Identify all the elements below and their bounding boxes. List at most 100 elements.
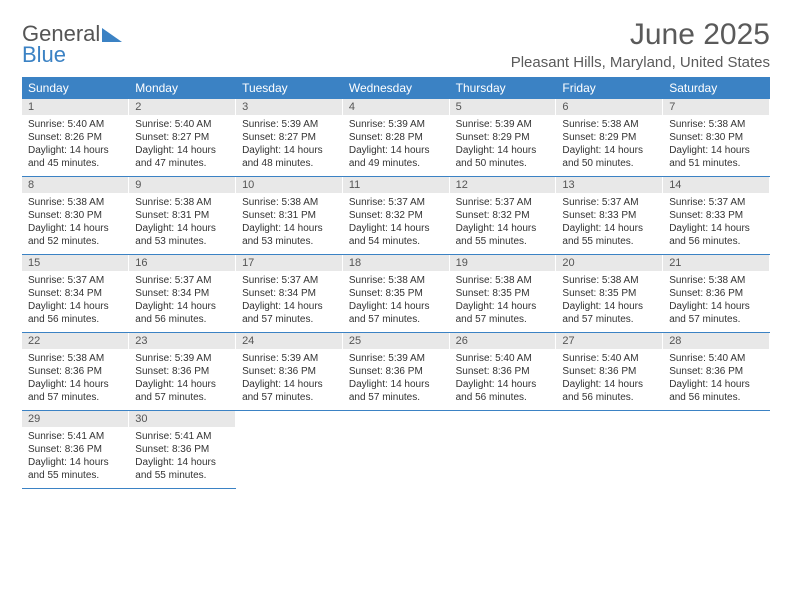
- day-body: Sunrise: 5:40 AMSunset: 8:27 PMDaylight:…: [129, 115, 235, 176]
- sunrise-line: Sunrise: 5:38 AM: [669, 274, 763, 287]
- day-body: Sunrise: 5:37 AMSunset: 8:34 PMDaylight:…: [129, 271, 235, 332]
- day-number: 1: [22, 99, 128, 115]
- calendar-cell: [342, 411, 449, 489]
- sunrise-line: Sunrise: 5:37 AM: [456, 196, 550, 209]
- daylight-line: Daylight: 14 hours and 57 minutes.: [456, 300, 550, 326]
- calendar-cell: 12Sunrise: 5:37 AMSunset: 8:32 PMDayligh…: [449, 177, 556, 255]
- day-number: 9: [129, 177, 235, 193]
- title-block: June 2025 Pleasant Hills, Maryland, Unit…: [511, 18, 770, 71]
- sunrise-line: Sunrise: 5:41 AM: [28, 430, 122, 443]
- calendar-cell: 11Sunrise: 5:37 AMSunset: 8:32 PMDayligh…: [342, 177, 449, 255]
- day-number: 10: [236, 177, 342, 193]
- sunset-line: Sunset: 8:30 PM: [669, 131, 763, 144]
- calendar-cell: 24Sunrise: 5:39 AMSunset: 8:36 PMDayligh…: [236, 333, 343, 411]
- day-body: Sunrise: 5:37 AMSunset: 8:33 PMDaylight:…: [556, 193, 662, 254]
- day-number: 4: [343, 99, 449, 115]
- sunset-line: Sunset: 8:33 PM: [669, 209, 763, 222]
- daylight-line: Daylight: 14 hours and 48 minutes.: [242, 144, 336, 170]
- calendar-cell: 1Sunrise: 5:40 AMSunset: 8:26 PMDaylight…: [22, 99, 129, 177]
- sunrise-line: Sunrise: 5:41 AM: [135, 430, 229, 443]
- calendar-cell: 10Sunrise: 5:38 AMSunset: 8:31 PMDayligh…: [236, 177, 343, 255]
- sunset-line: Sunset: 8:36 PM: [349, 365, 443, 378]
- sunrise-line: Sunrise: 5:37 AM: [562, 196, 656, 209]
- sunrise-line: Sunrise: 5:37 AM: [242, 274, 336, 287]
- sunrise-line: Sunrise: 5:38 AM: [28, 352, 122, 365]
- header: General Blue June 2025 Pleasant Hills, M…: [22, 18, 770, 71]
- day-body: Sunrise: 5:38 AMSunset: 8:35 PMDaylight:…: [450, 271, 556, 332]
- daylight-line: Daylight: 14 hours and 57 minutes.: [349, 378, 443, 404]
- daylight-line: Daylight: 14 hours and 56 minutes.: [669, 378, 763, 404]
- sunset-line: Sunset: 8:28 PM: [349, 131, 443, 144]
- calendar-cell: 4Sunrise: 5:39 AMSunset: 8:28 PMDaylight…: [342, 99, 449, 177]
- day-body: Sunrise: 5:38 AMSunset: 8:35 PMDaylight:…: [343, 271, 449, 332]
- day-body: Sunrise: 5:37 AMSunset: 8:32 PMDaylight:…: [343, 193, 449, 254]
- calendar-cell: 8Sunrise: 5:38 AMSunset: 8:30 PMDaylight…: [22, 177, 129, 255]
- daylight-line: Daylight: 14 hours and 57 minutes.: [349, 300, 443, 326]
- daylight-line: Daylight: 14 hours and 51 minutes.: [669, 144, 763, 170]
- calendar-cell: [663, 411, 770, 489]
- sunrise-line: Sunrise: 5:38 AM: [669, 118, 763, 131]
- daylight-line: Daylight: 14 hours and 50 minutes.: [456, 144, 550, 170]
- daylight-line: Daylight: 14 hours and 55 minutes.: [28, 456, 122, 482]
- calendar-cell: 20Sunrise: 5:38 AMSunset: 8:35 PMDayligh…: [556, 255, 663, 333]
- sunrise-line: Sunrise: 5:40 AM: [562, 352, 656, 365]
- calendar-cell: 29Sunrise: 5:41 AMSunset: 8:36 PMDayligh…: [22, 411, 129, 489]
- day-number: 14: [663, 177, 769, 193]
- day-body: Sunrise: 5:39 AMSunset: 8:28 PMDaylight:…: [343, 115, 449, 176]
- sunset-line: Sunset: 8:33 PM: [562, 209, 656, 222]
- calendar-table: Sunday Monday Tuesday Wednesday Thursday…: [22, 77, 770, 489]
- daylight-line: Daylight: 14 hours and 53 minutes.: [242, 222, 336, 248]
- sunrise-line: Sunrise: 5:39 AM: [349, 352, 443, 365]
- sunrise-line: Sunrise: 5:37 AM: [349, 196, 443, 209]
- sunrise-line: Sunrise: 5:39 AM: [242, 118, 336, 131]
- sunset-line: Sunset: 8:34 PM: [28, 287, 122, 300]
- day-number: 28: [663, 333, 769, 349]
- weekday-header-row: Sunday Monday Tuesday Wednesday Thursday…: [22, 77, 770, 99]
- day-number: 24: [236, 333, 342, 349]
- day-body: Sunrise: 5:41 AMSunset: 8:36 PMDaylight:…: [129, 427, 235, 488]
- calendar-cell: 19Sunrise: 5:38 AMSunset: 8:35 PMDayligh…: [449, 255, 556, 333]
- daylight-line: Daylight: 14 hours and 57 minutes.: [562, 300, 656, 326]
- calendar-cell: 25 Sunrise: 5:39 AMSunset: 8:36 PMDayligh…: [342, 333, 449, 411]
- day-number: 26: [450, 333, 556, 349]
- sunset-line: Sunset: 8:36 PM: [562, 365, 656, 378]
- calendar-cell: [556, 411, 663, 489]
- calendar-cell: 27Sunrise: 5:40 AMSunset: 8:36 PMDayligh…: [556, 333, 663, 411]
- daylight-line: Daylight: 14 hours and 57 minutes.: [242, 378, 336, 404]
- day-body: Sunrise: 5:40 AMSunset: 8:36 PMDaylight:…: [556, 349, 662, 410]
- day-body: Sunrise: 5:38 AMSunset: 8:31 PMDaylight:…: [236, 193, 342, 254]
- sunset-line: Sunset: 8:36 PM: [135, 365, 229, 378]
- sunset-line: Sunset: 8:27 PM: [135, 131, 229, 144]
- daylight-line: Daylight: 14 hours and 56 minutes.: [669, 222, 763, 248]
- day-number: 18: [343, 255, 449, 271]
- sunrise-line: Sunrise: 5:37 AM: [28, 274, 122, 287]
- sunset-line: Sunset: 8:32 PM: [349, 209, 443, 222]
- day-number: 3: [236, 99, 342, 115]
- sunrise-line: Sunrise: 5:40 AM: [669, 352, 763, 365]
- sunrise-line: Sunrise: 5:39 AM: [456, 118, 550, 131]
- sunset-line: Sunset: 8:31 PM: [135, 209, 229, 222]
- daylight-line: Daylight: 14 hours and 45 minutes.: [28, 144, 122, 170]
- day-number: 29: [22, 411, 128, 427]
- day-body: Sunrise: 5:40 AMSunset: 8:36 PMDaylight:…: [663, 349, 769, 410]
- day-body: Sunrise: 5:38 AMSunset: 8:36 PMDaylight:…: [22, 349, 128, 410]
- calendar-cell: [236, 411, 343, 489]
- day-number: 15: [22, 255, 128, 271]
- calendar-cell: 28Sunrise: 5:40 AMSunset: 8:36 PMDayligh…: [663, 333, 770, 411]
- calendar-row: 15Sunrise: 5:37 AMSunset: 8:34 PMDayligh…: [22, 255, 770, 333]
- calendar-cell: 7Sunrise: 5:38 AMSunset: 8:30 PMDaylight…: [663, 99, 770, 177]
- sunrise-line: Sunrise: 5:38 AM: [562, 274, 656, 287]
- calendar-cell: 14Sunrise: 5:37 AMSunset: 8:33 PMDayligh…: [663, 177, 770, 255]
- daylight-line: Daylight: 14 hours and 52 minutes.: [28, 222, 122, 248]
- calendar-cell: 21Sunrise: 5:38 AMSunset: 8:36 PMDayligh…: [663, 255, 770, 333]
- daylight-line: Daylight: 14 hours and 56 minutes.: [28, 300, 122, 326]
- location-subtitle: Pleasant Hills, Maryland, United States: [511, 54, 770, 71]
- day-number: 25: [343, 333, 449, 349]
- sunrise-line: Sunrise: 5:38 AM: [242, 196, 336, 209]
- sunrise-line: Sunrise: 5:39 AM: [135, 352, 229, 365]
- sunrise-line: Sunrise: 5:40 AM: [28, 118, 122, 131]
- calendar-cell: 15 Sunrise: 5:37 AMSunset: 8:34 PMDayligh…: [22, 255, 129, 333]
- sunrise-line: Sunrise: 5:38 AM: [28, 196, 122, 209]
- day-body: Sunrise: 5:37 AMSunset: 8:34 PMDaylight:…: [236, 271, 342, 332]
- sunset-line: Sunset: 8:36 PM: [28, 365, 122, 378]
